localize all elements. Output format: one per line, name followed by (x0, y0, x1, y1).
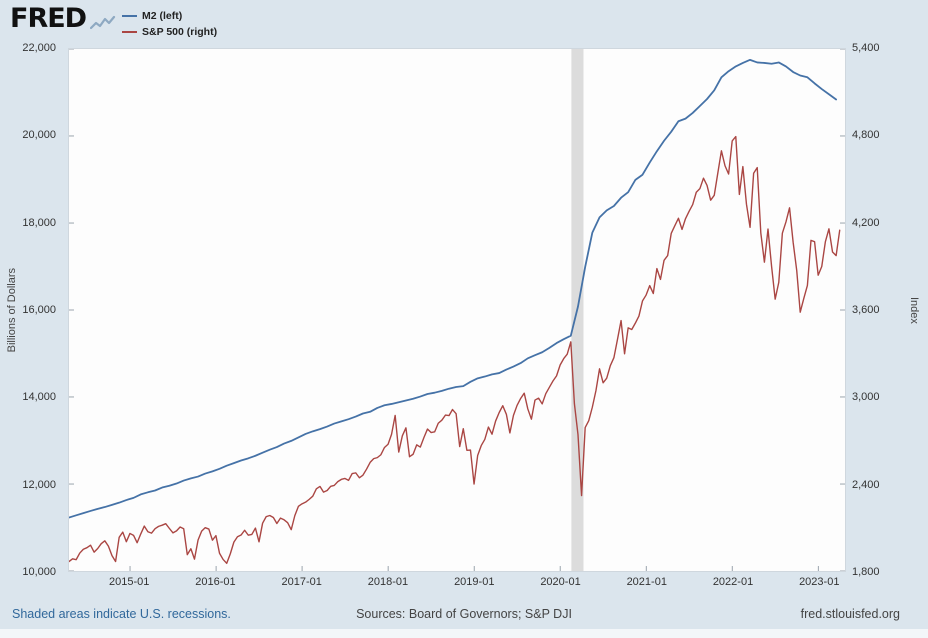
x-axis-tick-label: 2021-01 (626, 576, 667, 588)
legend-label-m2: M2 (left) (142, 9, 183, 22)
right-axis-tick-labels: 1,800 2,400 3,000 3,600 4,200 4,800 5,400 (850, 42, 910, 578)
left-axis-tick-label: 18,000 (22, 216, 56, 229)
legend-item-sp500[interactable]: S&P 500 (right) (122, 25, 217, 38)
x-axis-tick-label: 2020-01 (540, 576, 581, 588)
left-axis-tick-label: 10,000 (22, 566, 56, 578)
x-axis-tick-label: 2017-01 (281, 576, 322, 588)
plot-area[interactable] (68, 48, 846, 572)
left-axis-tick-label: 22,000 (22, 42, 56, 54)
sp500-line-swatch (122, 30, 137, 33)
left-axis-tick-label: 14,000 (22, 391, 56, 404)
x-axis-tick-label: 2018-01 (367, 576, 409, 588)
right-axis-tick-label: 4,200 (852, 216, 880, 229)
legend: M2 (left) S&P 500 (right) (122, 9, 217, 41)
x-axis-tick-label: 2023-01 (799, 576, 840, 588)
x-axis-tick-label: 2015-01 (109, 576, 150, 588)
right-axis-tick-label: 2,400 (852, 478, 880, 491)
graph-footer: Shaded areas indicate U.S. recessions. S… (0, 602, 928, 628)
right-axis-tick-label: 3,000 (852, 391, 880, 404)
chart-canvas[interactable] (69, 49, 845, 571)
legend-label-sp500: S&P 500 (right) (142, 25, 218, 38)
fred-site-link[interactable]: fred.stlouisfed.org (800, 607, 900, 621)
x-axis-tick-label: 2022-01 (712, 576, 754, 588)
fred-logo-text: FRED (10, 3, 87, 34)
x-axis-tick-label: 2016-01 (195, 576, 236, 588)
recession-note-link[interactable]: Shaded areas indicate U.S. recessions. (12, 607, 231, 621)
right-axis-tick-label: 3,600 (852, 304, 880, 316)
legend-item-m2[interactable]: M2 (left) (122, 9, 217, 22)
fred-logo[interactable]: FRED (10, 4, 116, 34)
right-axis-title: Index (908, 296, 920, 324)
right-axis-tick-label: 4,800 (852, 129, 880, 142)
x-axis-tick-label: 2019-01 (454, 576, 495, 588)
right-axis-tick-label: 1,800 (852, 566, 880, 578)
sources-text: Sources: Board of Governors; S&P DJI (356, 607, 572, 621)
series-line-sp500[interactable] (69, 135, 841, 565)
left-axis-tick-label: 20,000 (22, 129, 56, 142)
bottom-strip (0, 629, 928, 638)
fred-sparkline-icon (90, 15, 116, 30)
series-line-m2[interactable] (69, 58, 838, 519)
m2-line-swatch (122, 14, 137, 17)
graph-header: FRED M2 (left) S&P 500 (right) (0, 0, 928, 46)
x-axis-tick-labels: 2015-01 2016-01 2017-01 2018-01 2019-01 2020-… (68, 574, 846, 592)
left-axis-tick-label: 12,000 (22, 478, 56, 491)
right-axis-tick-label: 5,400 (852, 42, 880, 54)
left-axis-tick-labels: 10,000 12,000 14,000 16,000 18,000 20,000 22,0… (0, 42, 62, 578)
left-axis-tick-label: 16,000 (22, 304, 56, 316)
